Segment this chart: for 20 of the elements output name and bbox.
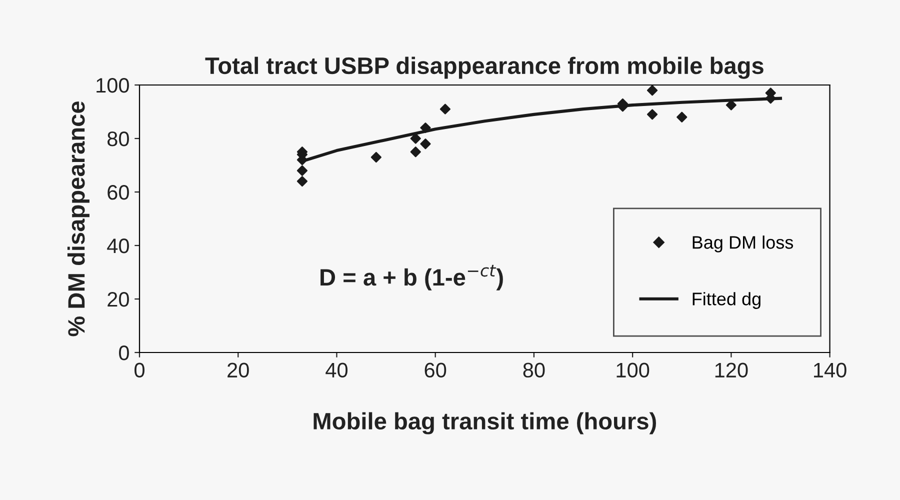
x-tick-label: 140 [814, 362, 846, 378]
x-tick-label: 120 [715, 362, 748, 378]
x-tick-label: 80 [523, 362, 545, 378]
x-tick-label: 40 [326, 362, 348, 378]
annotation: D = a + b (1-e$^{−ct}$) [320, 264, 503, 290]
y-axis-title: % DM disappearance [67, 101, 90, 336]
x-tick-label: 100 [616, 362, 650, 378]
y-tick-label: 40 [107, 238, 129, 254]
y-tick-label: 60 [108, 185, 129, 200]
y-tick-label: 20 [108, 292, 129, 307]
x-tick-label: 20 [228, 362, 249, 378]
y-tick-label: 100 [96, 78, 129, 93]
y-tick-label: 0 [119, 346, 129, 360]
chart-title: Total tract USBP disappearance from mobile bags [205, 56, 764, 79]
x-axis-title: Mobile bag transit time (hours) [314, 412, 656, 434]
x-tick-label: 60 [424, 362, 446, 378]
legend-label: Fitted dg [692, 292, 760, 309]
y-tick-label: 80 [108, 132, 129, 146]
legend-label: Bag DM loss [692, 236, 794, 252]
x-tick-label: 0 [134, 362, 144, 378]
